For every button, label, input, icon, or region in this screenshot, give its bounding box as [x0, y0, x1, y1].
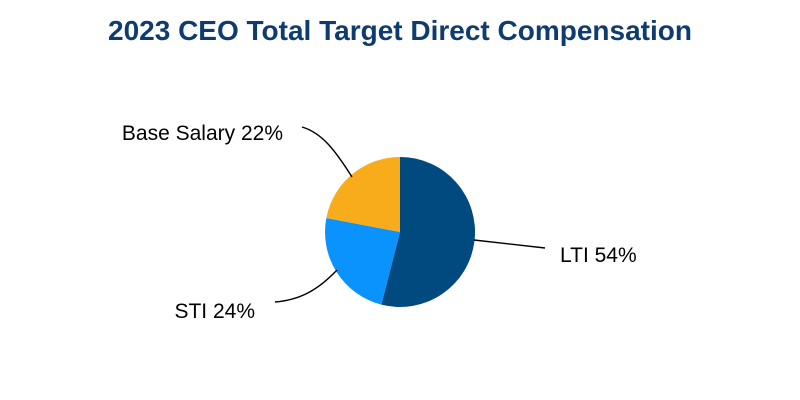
pie-slice-base-salary: [326, 157, 400, 232]
leader-line-sti: [274, 269, 338, 303]
slice-label-lti: LTI 54%: [560, 244, 637, 267]
leader-line-lti: [473, 239, 546, 249]
slice-label-base-salary: Base Salary 22%: [122, 122, 283, 145]
pie-slices: [325, 156, 476, 307]
leader-lines: [274, 126, 546, 303]
pie-slice-sti: [325, 217, 400, 305]
leader-line-base-salary: [301, 126, 353, 178]
slice-label-sti: STI 24%: [174, 300, 255, 323]
pie-slice-lti: [381, 156, 476, 307]
slice-labels: LTI 54% STI 24% Base Salary 22%: [122, 122, 637, 323]
chart-title: 2023 CEO Total Target Direct Compensatio…: [108, 15, 692, 46]
